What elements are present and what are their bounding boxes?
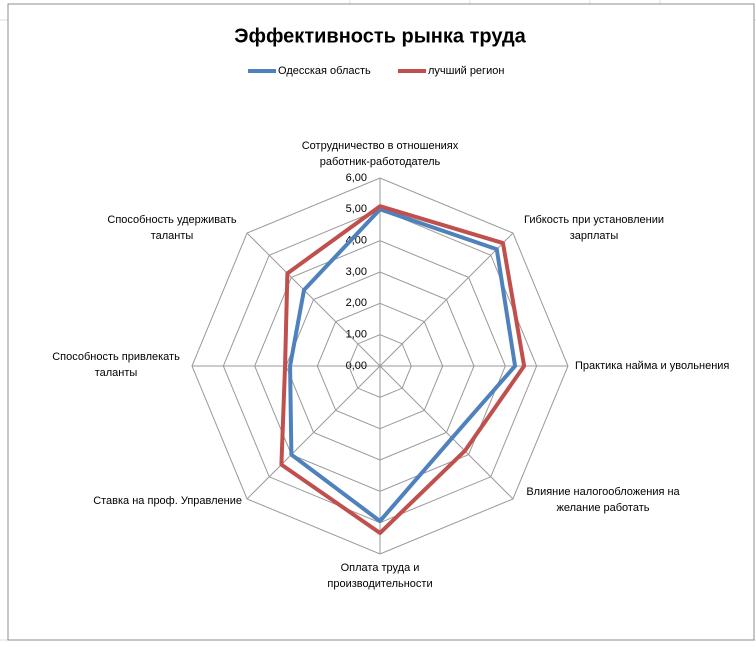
category-label: Ставка на проф. Управление xyxy=(93,495,242,507)
category-label: Гибкость при установлении зарплаты xyxy=(523,214,665,242)
category-label: Способность привлекать таланты xyxy=(52,351,180,379)
tick-label: 0,00 xyxy=(346,360,367,372)
chart-area xyxy=(7,3,755,641)
grid-ring xyxy=(348,334,412,398)
chart-title: Эффективность рынка труда xyxy=(234,25,526,47)
category-label: Практика найма и увольнения xyxy=(575,360,730,372)
tick-label: 1,00 xyxy=(346,329,367,341)
tick-label: 3,00 xyxy=(346,266,367,278)
category-label: Влияние налогообложения на желание работ… xyxy=(526,486,680,514)
series-line xyxy=(288,207,518,524)
grid-ring xyxy=(285,271,475,461)
legend-label: Одесская область xyxy=(278,65,371,77)
legend-label: лучший регион xyxy=(428,65,504,77)
category-label: Оплата труда и производительности xyxy=(327,562,433,590)
category-label: Способность удерживать таланты xyxy=(107,214,237,242)
tick-label: 2,00 xyxy=(346,297,367,309)
tick-label: 6,00 xyxy=(346,172,367,184)
series-line xyxy=(279,204,527,536)
grid-ring xyxy=(254,240,506,492)
category-label: Сотрудничество в отношениях работник-раб… xyxy=(301,140,459,168)
tick-label: 5,00 xyxy=(346,203,367,215)
grid-ring xyxy=(191,177,569,555)
grid-ring xyxy=(316,302,444,430)
